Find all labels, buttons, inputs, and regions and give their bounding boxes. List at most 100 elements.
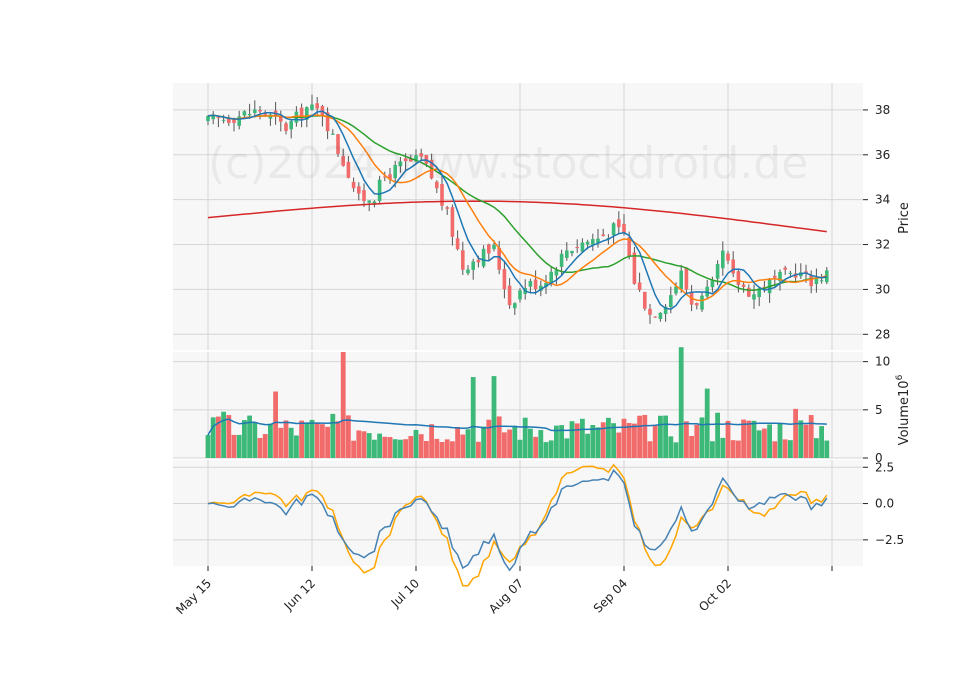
candle-down (299, 107, 304, 119)
volume-bar (574, 423, 580, 458)
volume-bar (673, 442, 679, 458)
candle-down (653, 316, 657, 318)
volume-bar (559, 425, 564, 458)
price-panel: 28 30 32 34 36 38 (173, 83, 890, 350)
oscillator-signal-line (207, 463, 828, 587)
candle-up (544, 282, 548, 288)
candle-down (632, 252, 637, 284)
candle-up (700, 295, 704, 310)
volume-tick-label: 10 (875, 355, 890, 369)
candle-down (445, 207, 449, 209)
candle-up (565, 250, 569, 258)
x-tick-label: Jul 10 (388, 576, 422, 610)
candle-down (403, 158, 408, 162)
candle-up (513, 303, 517, 309)
volume-bar (699, 417, 705, 458)
volume-bar (710, 441, 715, 458)
volume-bar (242, 420, 247, 458)
candle-up (539, 285, 543, 291)
candle-up (310, 104, 314, 110)
volume-bar (288, 427, 294, 458)
volume-bar (803, 424, 809, 458)
candle-down (450, 207, 455, 237)
volume-bar (652, 425, 658, 458)
volume-bar (595, 427, 601, 458)
volume-bar (772, 441, 778, 458)
volume-bar (351, 440, 356, 458)
candle-down (216, 117, 221, 119)
volume-bar (543, 442, 549, 458)
candle-up (788, 272, 793, 274)
oscillator-main-line (207, 469, 828, 572)
candle-down (731, 259, 735, 274)
volume-bar (268, 423, 273, 458)
candle-down (622, 223, 626, 234)
candle-up (658, 312, 663, 319)
moving-average-long-line (207, 200, 827, 233)
candle-down (601, 234, 605, 237)
volume-bar (751, 420, 757, 458)
x-tick-label: Oct 02 (696, 576, 734, 614)
volume-bar (512, 425, 518, 458)
candle-up (715, 264, 720, 279)
candle-down (507, 285, 512, 306)
candle-up (206, 115, 210, 122)
volume-bar (642, 414, 648, 458)
candle-down (232, 119, 236, 123)
volume-tick-label: 5 (875, 403, 883, 417)
candle-up (393, 164, 397, 179)
candle-down (617, 219, 621, 228)
volume-bar (216, 416, 221, 458)
volume-bar (600, 422, 606, 458)
candle-down (487, 244, 491, 254)
volume-bar (626, 423, 632, 458)
candle-up (398, 161, 403, 167)
volume-bar (429, 424, 434, 458)
volume-bar (538, 430, 544, 458)
candle-down (497, 247, 501, 270)
candle-up (559, 253, 564, 267)
volume-bar (522, 417, 528, 458)
candle-down (648, 308, 652, 315)
candle-up (492, 244, 496, 250)
moving-average-fast-line (207, 110, 827, 310)
candle-down (747, 287, 751, 297)
candle-up (721, 250, 725, 269)
volume-bar (528, 428, 533, 458)
candle-down (461, 250, 465, 270)
volume-bar (684, 421, 689, 458)
volume-bar (564, 438, 570, 458)
volume-bar (476, 441, 481, 458)
price-tick-label: 36 (875, 148, 890, 162)
x-tick-label: May 15 (173, 576, 214, 617)
candle-up (481, 248, 486, 267)
volume-bar (340, 352, 346, 458)
volume-bar (325, 426, 330, 458)
volume-bar (262, 434, 268, 458)
candle-up (367, 200, 371, 203)
candle-up (819, 280, 824, 282)
volume-bar (304, 422, 310, 458)
volume-bar (392, 439, 398, 458)
candle-up (253, 109, 257, 114)
candle-up (289, 120, 293, 130)
candle-up (268, 114, 273, 119)
candle-up (591, 239, 595, 245)
oscillator-tick-label: 2.5 (875, 460, 894, 474)
volume-bar (465, 429, 471, 458)
volume-bar (398, 439, 403, 458)
candle-up (466, 269, 470, 274)
candle-down (325, 112, 330, 132)
candle-up (377, 179, 382, 202)
volume-bar (361, 431, 367, 458)
candle-up (570, 250, 574, 254)
candle-down (455, 238, 460, 250)
volume-bar (455, 426, 460, 458)
volume-bar (387, 437, 393, 458)
candle-up (554, 270, 559, 276)
volume-bar (299, 420, 304, 458)
candle-down (435, 181, 439, 189)
volume-bar (372, 439, 377, 458)
panel-background (173, 460, 863, 566)
volume-bar (569, 421, 575, 458)
